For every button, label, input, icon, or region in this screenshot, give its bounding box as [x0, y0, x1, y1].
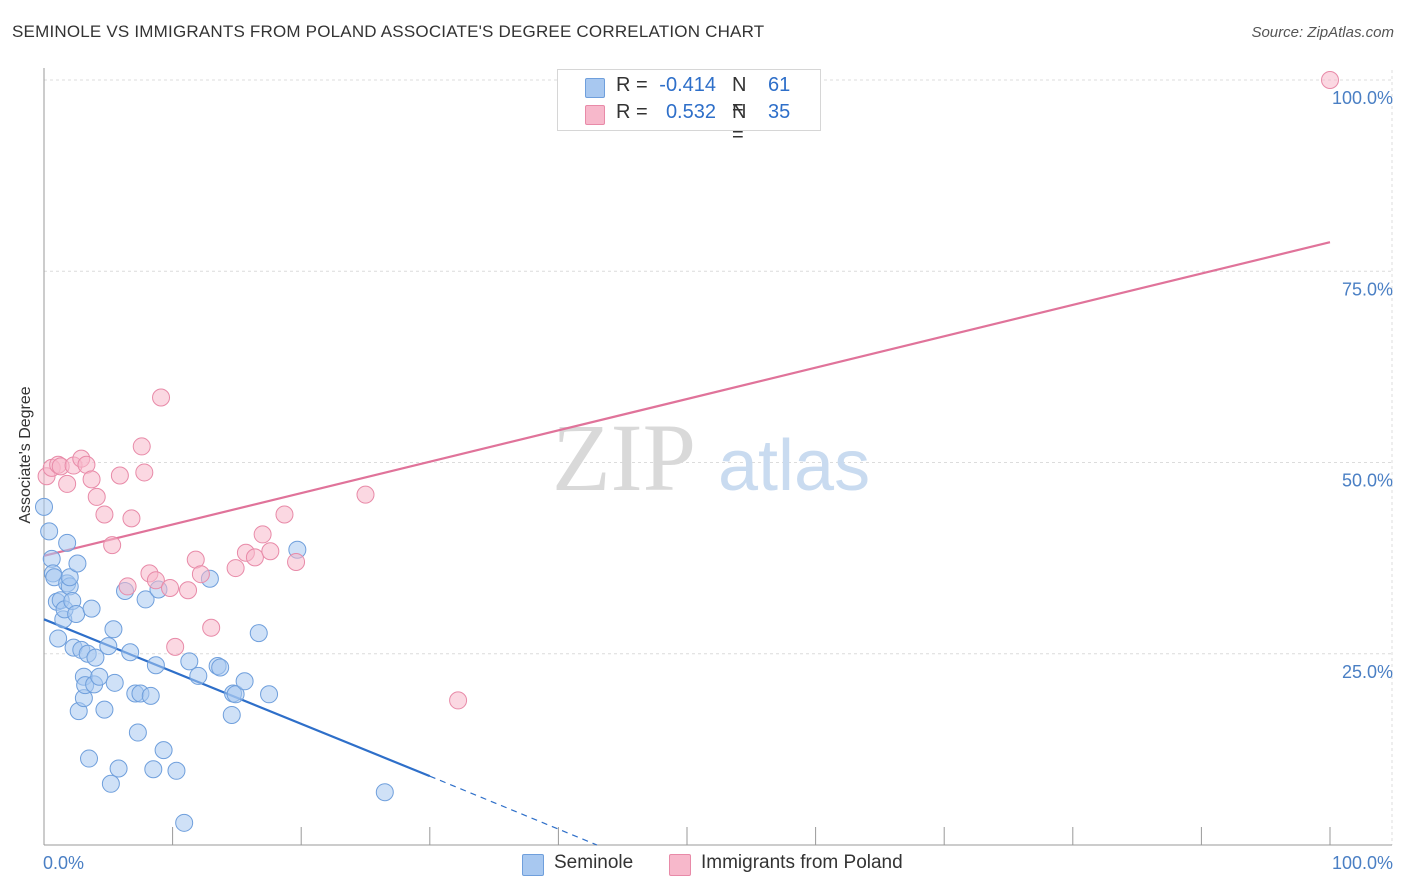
poland-point	[245, 548, 264, 567]
seminole-point	[222, 705, 241, 724]
data-points	[35, 71, 1339, 832]
seminole-point	[60, 568, 79, 587]
y-tick-label: 25.0%	[1342, 662, 1393, 682]
seminole-trend-extension	[429, 775, 598, 846]
seminole-point	[167, 761, 186, 780]
legend-swatch-poland	[669, 854, 691, 876]
poland-point	[356, 485, 375, 504]
legend-r-label: R =	[616, 74, 648, 96]
poland-point	[58, 474, 77, 493]
seminole-point	[175, 813, 194, 832]
seminole-point	[35, 497, 53, 516]
chart-title: SEMINOLE VS IMMIGRANTS FROM POLAND ASSOC…	[12, 22, 765, 41]
legend-label-poland: Immigrants from Poland	[701, 852, 903, 873]
seminole-point	[86, 648, 105, 667]
trend-lines	[43, 241, 1331, 846]
poland-point	[103, 536, 122, 555]
legend-n-label: N =	[732, 101, 747, 146]
x-tick-label: 0.0%	[43, 853, 84, 873]
seminole-point	[146, 656, 165, 675]
seminole-point	[249, 624, 268, 643]
seminole-point	[58, 533, 77, 552]
poland-point	[226, 559, 245, 578]
seminole-point	[211, 658, 230, 677]
seminole-point	[68, 554, 87, 573]
y-tick-label: 75.0%	[1342, 279, 1393, 299]
poland-point	[152, 388, 171, 407]
poland-point	[146, 571, 165, 590]
poland-point	[202, 618, 221, 637]
seminole-point	[260, 685, 279, 704]
gridlines	[44, 70, 1393, 845]
axes	[43, 68, 1392, 846]
seminole-point	[141, 686, 160, 705]
watermark: ZIP atlas	[552, 404, 870, 511]
poland-point	[110, 466, 129, 485]
seminole-point	[235, 672, 254, 691]
legend-swatch-seminole	[585, 78, 605, 98]
legend-r-label: R =	[616, 101, 648, 123]
y-tick-label: 50.0%	[1342, 471, 1393, 491]
poland-point	[191, 565, 210, 584]
tick-labels: 25.0% 50.0% 75.0% 100.0% 0.0% 100.0%	[43, 88, 1393, 873]
poland-trend-line	[43, 241, 1331, 557]
poland-point	[179, 581, 198, 600]
poland-point	[118, 577, 137, 596]
seminole-point	[99, 637, 118, 656]
legend-n-label: N =	[732, 74, 747, 119]
seminole-point	[121, 643, 140, 662]
poland-point	[82, 470, 101, 489]
poland-point	[287, 552, 306, 571]
poland-point	[132, 437, 151, 456]
poland-point	[161, 578, 180, 597]
legend-r-value: 0.532	[665, 101, 716, 123]
poland-point	[1321, 71, 1339, 89]
poland-point	[135, 463, 154, 482]
seminole-point	[40, 522, 59, 541]
seminole-point	[90, 667, 109, 686]
poland-point	[166, 637, 185, 656]
poland-point	[275, 505, 294, 524]
series-legend: Seminole Immigrants from Poland	[0, 852, 1406, 878]
seminole-point	[95, 700, 114, 719]
seminole-point	[144, 760, 163, 779]
legend-n-value: 35	[768, 101, 791, 123]
seminole-point	[49, 629, 68, 648]
seminole-point	[80, 749, 99, 768]
legend-swatch-seminole	[522, 854, 544, 876]
legend-label-seminole: Seminole	[554, 852, 634, 873]
poland-point	[95, 505, 114, 524]
seminole-point	[154, 741, 173, 760]
legend-r-value: -0.414	[659, 74, 716, 96]
seminole-point	[128, 723, 147, 742]
seminole-point	[82, 599, 101, 618]
watermark-atlas: atlas	[718, 426, 870, 506]
source-label: Source: ZipAtlas.com	[1251, 24, 1394, 41]
seminole-point	[101, 774, 120, 793]
legend-swatch-poland	[585, 105, 605, 125]
seminole-point	[136, 590, 155, 609]
poland-point	[261, 542, 280, 561]
seminole-point	[180, 652, 199, 671]
seminole-point	[67, 604, 86, 623]
seminole-point	[109, 759, 128, 778]
legend-n-value: 61	[768, 74, 791, 96]
seminole-point	[375, 783, 394, 802]
seminole-point	[226, 685, 245, 704]
poland-point	[253, 525, 272, 544]
seminole-point	[189, 666, 208, 685]
y-tick-label: 100.0%	[1332, 88, 1393, 108]
poland-point	[87, 487, 106, 506]
x-tick-label: 100.0%	[1332, 853, 1393, 873]
seminole-point	[104, 620, 123, 639]
correlation-legend: R = -0.414 N = 61 R = 0.532 N = 35	[557, 69, 821, 146]
poland-point	[449, 691, 468, 710]
seminole-point	[105, 673, 124, 692]
poland-point	[122, 509, 141, 528]
watermark-zip: ZIP	[552, 404, 696, 511]
